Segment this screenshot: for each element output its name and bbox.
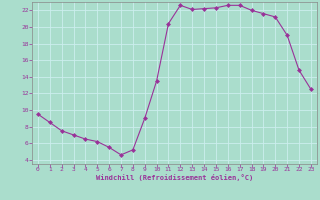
X-axis label: Windchill (Refroidissement éolien,°C): Windchill (Refroidissement éolien,°C) — [96, 174, 253, 181]
